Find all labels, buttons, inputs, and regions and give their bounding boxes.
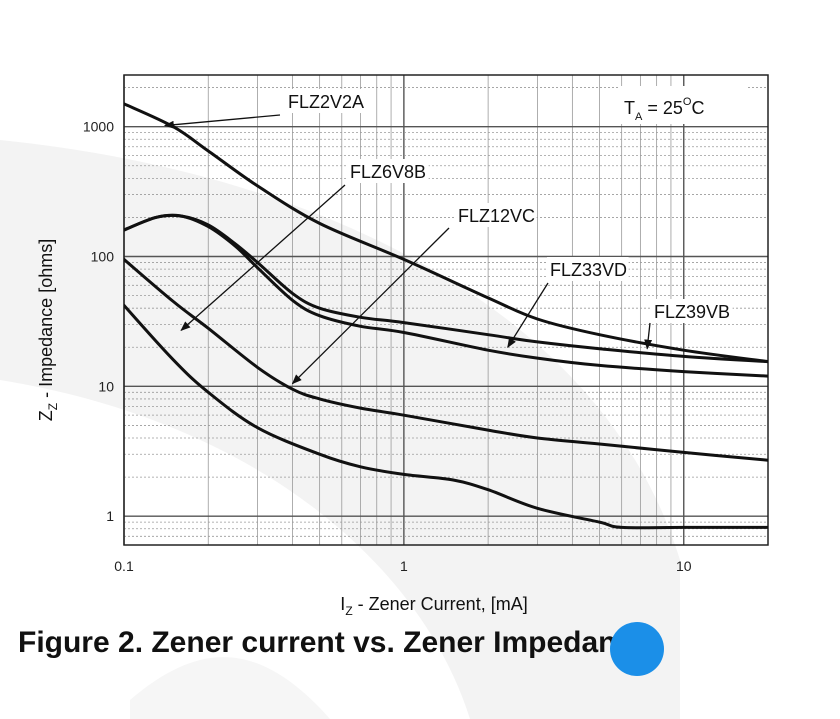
series-label-flz39vb: FLZ39VB bbox=[654, 302, 730, 322]
series-label-flz6v8b: FLZ6V8B bbox=[350, 162, 426, 182]
label-leader-arrow bbox=[291, 227, 450, 385]
y-tick-label: 1000 bbox=[83, 119, 114, 135]
series-labels: FLZ2V2A FLZ6V8B FLZ12VC FLZ33VD FLZ39VB bbox=[163, 89, 733, 385]
series-lines bbox=[124, 102, 768, 530]
series-line-flz39vb bbox=[124, 303, 768, 530]
series-label-background bbox=[285, 89, 367, 113]
x-axis-title: IZ - Zener Current, [mA] bbox=[340, 594, 527, 618]
label-leader-arrow bbox=[507, 282, 549, 349]
x-axis-title-sub: Z bbox=[345, 604, 352, 618]
x-tick-label: 1 bbox=[400, 558, 408, 574]
figure-caption: Figure 2. Zener current vs. Zener Impeda… bbox=[18, 626, 650, 659]
x-axis-title-main: I bbox=[340, 594, 345, 614]
y-axis-title-sub: Z bbox=[46, 403, 60, 410]
y-tick-label: 100 bbox=[91, 249, 115, 265]
x-tick-label: 0.1 bbox=[114, 558, 134, 574]
series-label-flz33vd: FLZ33VD bbox=[550, 260, 627, 280]
plot-border bbox=[123, 74, 769, 546]
label-leader-arrow bbox=[644, 322, 653, 350]
series-line-flz2v2a bbox=[124, 102, 768, 364]
y-axis-title-rest: - Impedance [ohms] bbox=[36, 239, 56, 403]
y-axis-title-main: Z bbox=[36, 410, 56, 421]
label-leader-arrow bbox=[180, 184, 346, 332]
series-label-background bbox=[455, 203, 537, 227]
y-tick-label: 1 bbox=[106, 508, 114, 524]
series-label-background bbox=[547, 257, 629, 281]
temperature-label: TA = 25OC bbox=[624, 96, 704, 123]
annotation-background bbox=[618, 86, 746, 124]
series-line-flz12vc bbox=[124, 213, 768, 378]
y-axis-title: ZZ - Impedance [ohms] bbox=[36, 239, 60, 421]
series-label-flz2v2a: FLZ2V2A bbox=[288, 92, 364, 112]
temperature-annotation: TA = 25OC bbox=[618, 86, 746, 124]
x-tick-label: 10 bbox=[676, 558, 692, 574]
plot-frame bbox=[123, 74, 769, 546]
series-label-background bbox=[347, 159, 429, 183]
tick-labels: 0.1 1 10 1 10 100 1000 bbox=[83, 119, 692, 574]
cursor-indicator bbox=[610, 622, 664, 676]
x-axis-title-rest: - Zener Current, [mA] bbox=[353, 594, 528, 614]
series-line-flz33vd bbox=[124, 257, 768, 462]
label-leader-arrow bbox=[163, 114, 281, 129]
series-label-background bbox=[651, 299, 733, 323]
y-tick-label: 10 bbox=[98, 378, 114, 394]
series-label-flz12vc: FLZ12VC bbox=[458, 206, 535, 226]
